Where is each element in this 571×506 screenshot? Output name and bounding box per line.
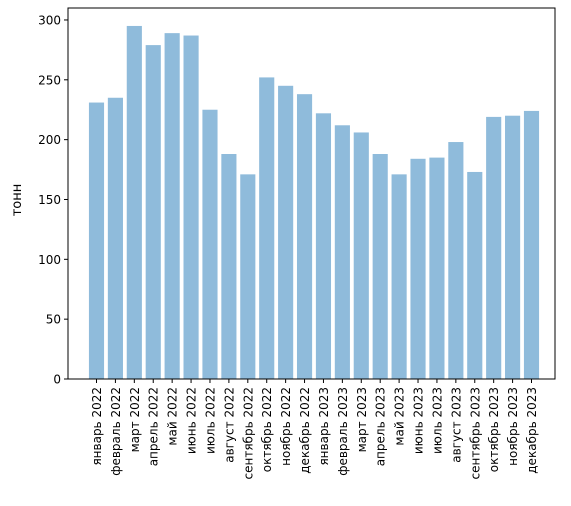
x-tick-label: сентябрь 2022	[241, 387, 255, 479]
y-tick-label: 200	[38, 133, 61, 147]
x-tick-label: ноябрь 2022	[279, 387, 293, 466]
x-tick-label: август 2023	[449, 387, 463, 463]
bar	[126, 25, 142, 380]
plot-frame	[67, 7, 556, 380]
x-tick-label: апрель 2022	[147, 387, 161, 466]
bar	[202, 109, 218, 380]
x-tick-label: июль 2023	[430, 387, 444, 454]
bar	[259, 77, 275, 379]
x-tick-label: май 2022	[166, 387, 180, 446]
x-tick-label: сентябрь 2023	[468, 387, 482, 479]
bar	[429, 157, 445, 379]
bar	[467, 171, 483, 379]
bar	[391, 174, 407, 379]
x-tick-label: март 2022	[128, 387, 142, 452]
bar	[523, 110, 540, 379]
y-tick-label: 300	[38, 13, 61, 27]
bar	[372, 154, 388, 379]
bar	[505, 115, 521, 379]
y-tick-label: 250	[38, 73, 61, 87]
bars-group	[88, 25, 540, 380]
x-axis: январь 2022 февраль 2022 март 2022 апрель 2…	[90, 379, 539, 479]
bar	[410, 158, 426, 379]
x-tick-label: январь 2023	[317, 387, 331, 466]
x-tick-label: октябрь 2022	[260, 387, 274, 472]
bar	[296, 94, 313, 380]
x-tick-label: декабрь 2023	[525, 387, 539, 474]
bar	[240, 174, 256, 379]
y-tick-label: 150	[38, 193, 61, 207]
bar	[221, 154, 237, 379]
bar	[486, 116, 502, 380]
y-axis-label: тонн	[10, 184, 25, 217]
bar	[164, 33, 180, 379]
y-tick-label: 100	[38, 253, 61, 267]
x-tick-label: март 2023	[355, 387, 369, 452]
x-tick-label: февраль 2022	[109, 387, 123, 476]
bar	[88, 102, 105, 379]
x-tick-label: январь 2022	[90, 387, 104, 466]
x-tick-label: февраль 2023	[336, 387, 350, 476]
x-tick-label: июнь 2023	[412, 387, 426, 454]
bar	[183, 35, 199, 379]
y-tick-label: 50	[46, 313, 61, 327]
bar	[315, 113, 332, 379]
y-tick-label: 0	[53, 373, 61, 387]
bar	[278, 85, 294, 380]
x-tick-label: октябрь 2023	[487, 387, 501, 472]
bar	[334, 125, 350, 379]
x-tick-label: май 2023	[393, 387, 407, 446]
bar	[107, 97, 123, 380]
x-tick-label: июль 2022	[203, 387, 217, 454]
x-tick-label: август 2022	[222, 387, 236, 463]
bar	[145, 45, 161, 379]
x-tick-label: апрель 2023	[374, 387, 388, 466]
bar	[353, 132, 369, 379]
x-tick-label: ноябрь 2023	[506, 387, 520, 466]
bar	[448, 142, 464, 379]
y-axis: 0 50 100 150 200 250 300	[38, 13, 68, 387]
x-tick-label: июнь 2022	[185, 387, 199, 454]
x-tick-label: декабрь 2022	[298, 387, 312, 474]
